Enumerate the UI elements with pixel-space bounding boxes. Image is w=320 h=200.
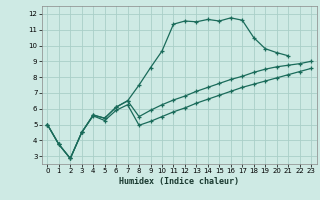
- X-axis label: Humidex (Indice chaleur): Humidex (Indice chaleur): [119, 177, 239, 186]
